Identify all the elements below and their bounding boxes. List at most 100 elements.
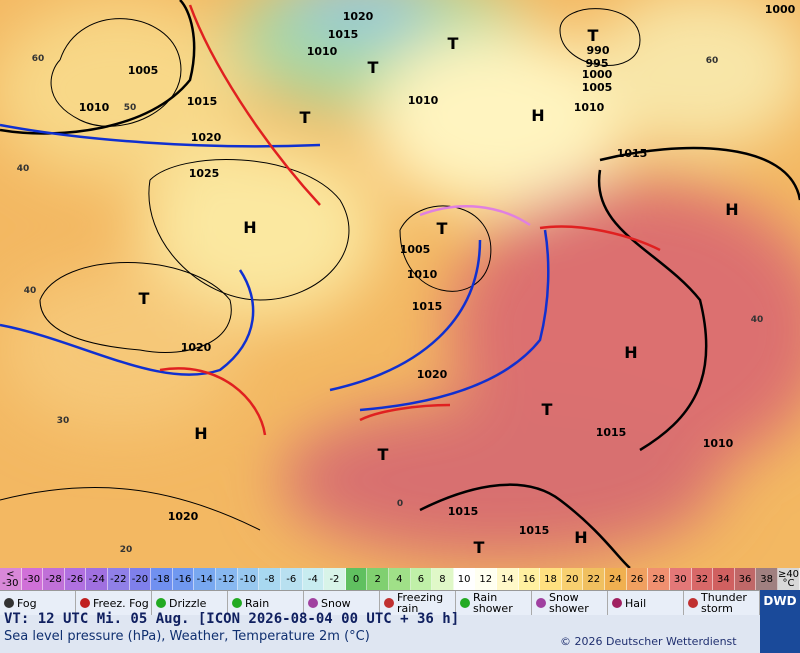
legend-label: Snow	[321, 596, 351, 610]
legend-item: Rain	[228, 591, 304, 615]
pressure-label: 1020	[191, 131, 222, 144]
logo-text: DWD	[763, 594, 797, 608]
legend-icon	[156, 598, 166, 608]
legend-label: Rain shower	[473, 591, 513, 615]
legend-item: Fog	[0, 591, 76, 615]
pressure-label: 1020	[343, 10, 374, 23]
scale-cell: 36	[734, 568, 757, 590]
scale-cell: -10	[237, 568, 260, 590]
pressure-system: T	[542, 400, 553, 419]
pressure-system: T	[437, 219, 448, 238]
legend-label: Snow shower	[549, 591, 589, 615]
valid-time: VT: 12 UTC Mi. 05 Aug. [ICON 2026-08-04 …	[4, 611, 460, 627]
legend-item: Thunder storm	[684, 591, 760, 615]
legend-item: Hail	[608, 591, 684, 615]
dwd-logo: DWD	[760, 590, 800, 653]
scale-cell: -18	[151, 568, 173, 590]
isobars	[0, 0, 800, 568]
scale-cell: 6	[410, 568, 433, 590]
pressure-system: T	[474, 538, 485, 557]
scale-cell: 8	[432, 568, 454, 590]
scale-cell: -14	[194, 568, 217, 590]
legend-item: Snow shower	[532, 591, 608, 615]
pressure-system: T	[588, 26, 599, 45]
pressure-label: 1020	[181, 341, 212, 354]
pressure-label: 990	[587, 44, 610, 57]
scale-cell: -28	[43, 568, 65, 590]
scale-cell: -20	[129, 568, 152, 590]
scale-cell: 2	[367, 568, 389, 590]
pressure-label: 1015	[328, 28, 359, 41]
scale-cell: 18	[540, 568, 562, 590]
pressure-label: 1010	[408, 94, 439, 107]
scale-cell: 20	[561, 568, 584, 590]
pressure-system: T	[378, 445, 389, 464]
pressure-label: 1015	[187, 95, 218, 108]
isotherm-label: 20	[120, 545, 133, 555]
scale-cell: -24	[86, 568, 109, 590]
pressure-system: T	[448, 34, 459, 53]
pressure-label: 1010	[307, 45, 338, 58]
legend-label: Thunder storm	[701, 591, 747, 615]
scale-cell: -22	[108, 568, 130, 590]
pressure-system: H	[194, 424, 207, 443]
legend-icon	[232, 598, 242, 608]
weather-legend: Fog Freez. Fog Drizzle Rain Snow Freezing rai…	[0, 590, 760, 615]
legend-icon	[536, 598, 546, 608]
scale-cell: 30	[669, 568, 692, 590]
pressure-label: 1005	[128, 64, 159, 77]
legend-label: Hail	[625, 596, 647, 610]
legend-icon	[612, 598, 622, 608]
scale-cell: 38	[756, 568, 778, 590]
pressure-system: H	[624, 343, 637, 362]
legend-item: Drizzle	[152, 591, 228, 615]
corner-label: 1000	[765, 3, 796, 16]
copyright: © 2026 Deutscher Wetterdienst	[560, 635, 737, 648]
scale-cell: 14	[497, 568, 519, 590]
temperature-field	[0, 0, 800, 560]
isotherm-label: 0	[397, 499, 403, 509]
legend-label: Freezing rain	[397, 591, 444, 615]
legend-icon	[384, 598, 394, 608]
pressure-label: 1020	[417, 368, 448, 381]
pressure-label: 1010	[574, 101, 605, 114]
scale-cell: -8	[259, 568, 281, 590]
legend-item: Freezing rain	[380, 591, 456, 615]
scale-cell: 32	[691, 568, 714, 590]
scale-cell: 22	[583, 568, 606, 590]
legend-icon	[4, 598, 14, 608]
pressure-system: H	[531, 106, 544, 125]
legend-item: Snow	[304, 591, 380, 615]
scale-cell: 4	[388, 568, 411, 590]
legend-label: Freez. Fog	[93, 596, 149, 610]
legend-label: Drizzle	[169, 596, 207, 610]
isotherm-label: 40	[17, 164, 30, 174]
pressure-label: 1005	[582, 81, 613, 94]
isotherm-label: 40	[751, 315, 764, 325]
pressure-label: 1015	[412, 300, 443, 313]
pressure-label: 1015	[596, 426, 627, 439]
legend-item: Freez. Fog	[76, 591, 152, 615]
pressure-label: 1010	[79, 101, 110, 114]
temperature-scale: < -30 -30 -28 -26 -24 -22 -20 -18 -16 -14 -12 -10 -8…	[0, 568, 800, 590]
pressure-label: 1000	[582, 68, 613, 81]
pressure-system: H	[243, 218, 256, 237]
pressure-label: 1020	[168, 510, 199, 523]
scale-cell: 26	[626, 568, 649, 590]
scale-cell: ≥40 °C	[777, 568, 800, 590]
pressure-system: T	[300, 108, 311, 127]
legend-icon	[460, 598, 470, 608]
legend-icon	[80, 598, 90, 608]
isotherm-label: 40	[24, 286, 37, 296]
description: Sea level pressure (hPa), Weather, Tempe…	[4, 629, 370, 644]
pressure-label: 995	[586, 57, 609, 70]
pressure-label: 1015	[617, 147, 648, 160]
pressure-system: T	[139, 289, 150, 308]
scale-cell: 16	[518, 568, 541, 590]
isotherm-label: 60	[706, 56, 719, 66]
pressure-label: 1010	[407, 268, 438, 281]
scale-cell: -12	[216, 568, 238, 590]
legend-label: Rain	[245, 596, 270, 610]
scale-cell: -16	[172, 568, 195, 590]
